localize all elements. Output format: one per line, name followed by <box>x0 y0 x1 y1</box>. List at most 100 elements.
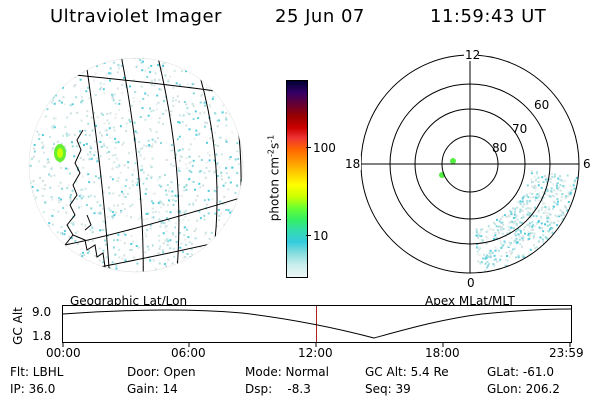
speckle-pixel <box>542 241 545 244</box>
speckle-pixel <box>76 63 79 66</box>
speckle-pixel <box>169 247 172 250</box>
speckle-pixel <box>70 222 73 225</box>
speckle-pixel <box>151 145 153 148</box>
speckle-pixel <box>137 218 140 221</box>
speckle-pixel <box>96 58 99 59</box>
speckle-pixel <box>532 244 535 247</box>
speckle-pixel <box>183 189 186 192</box>
speckle-pixel <box>152 192 155 195</box>
speckle-pixel <box>215 190 218 193</box>
speckle-pixel <box>68 172 71 175</box>
speckle-pixel <box>117 52 119 54</box>
polar-panel-label: Apex MLat/MLT <box>425 294 515 308</box>
speckle-pixel <box>245 219 247 221</box>
speckle-pixel <box>182 250 184 253</box>
speckle-pixel <box>192 58 195 60</box>
speckle-pixel <box>134 182 137 184</box>
speckle-pixel <box>174 194 177 197</box>
speckle-pixel <box>166 278 168 280</box>
speckle-pixel <box>161 220 164 223</box>
speckle-pixel <box>102 144 105 147</box>
speckle-pixel <box>36 219 39 222</box>
speckle-pixel <box>487 263 490 266</box>
speckle-pixel <box>528 214 531 217</box>
speckle-pixel <box>531 170 533 173</box>
speckle-pixel <box>230 107 233 109</box>
speckle-pixel <box>104 56 106 58</box>
speckle-pixel <box>139 278 141 280</box>
speckle-pixel <box>206 265 209 268</box>
speckle-pixel <box>566 174 569 177</box>
speckle-pixel <box>153 260 155 263</box>
speckle-pixel <box>181 70 184 73</box>
speckle-pixel <box>542 191 545 194</box>
speckle-pixel <box>92 289 94 290</box>
speckle-pixel <box>207 212 210 215</box>
speckle-pixel <box>95 124 97 127</box>
speckle-pixel <box>544 178 547 181</box>
speckle-pixel <box>227 209 230 212</box>
speckle-pixel <box>233 228 236 230</box>
speckle-pixel <box>122 141 125 144</box>
speckle-pixel <box>150 65 153 67</box>
speckle-pixel <box>531 180 534 183</box>
speckle-pixel <box>159 69 162 72</box>
speckle-pixel <box>83 144 85 146</box>
speckle-pixel <box>109 136 112 139</box>
speckle-pixel <box>534 199 537 202</box>
speckle-pixel <box>136 178 139 180</box>
speckle-pixel <box>476 253 479 256</box>
speckle-pixel <box>480 235 483 238</box>
speckle-pixel <box>68 236 71 238</box>
speckle-pixel <box>217 208 220 211</box>
speckle-pixel <box>556 182 559 185</box>
speckle-pixel <box>138 179 141 182</box>
speckle-pixel <box>124 258 127 261</box>
speckle-pixel <box>478 246 480 249</box>
speckle-pixel <box>114 154 117 156</box>
speckle-pixel <box>173 53 175 55</box>
speckle-pixel <box>67 184 70 187</box>
speckle-pixel <box>568 193 570 196</box>
speckle-pixel <box>249 178 250 180</box>
speckle-pixel <box>246 127 248 129</box>
speckle-pixel <box>36 257 38 260</box>
speckle-pixel <box>497 249 500 252</box>
speckle-pixel <box>133 79 136 82</box>
speckle-pixel <box>532 214 535 217</box>
speckle-pixel <box>178 114 181 117</box>
speckle-pixel <box>224 52 226 54</box>
speckle-pixel <box>35 271 38 272</box>
speckle-pixel <box>58 201 61 204</box>
speckle-pixel <box>172 165 175 167</box>
speckle-pixel <box>174 235 177 238</box>
speckle-pixel <box>96 54 98 56</box>
speckle-pixel <box>34 76 37 79</box>
speckle-pixel <box>557 220 560 223</box>
speckle-pixel <box>150 79 153 82</box>
speckle-pixel <box>216 82 219 85</box>
speckle-pixel <box>239 256 242 259</box>
speckle-pixel <box>65 64 68 66</box>
speckle-pixel <box>69 47 71 49</box>
speckle-pixel <box>519 236 522 239</box>
speckle-pixel <box>535 215 538 218</box>
speckle-pixel <box>139 216 142 219</box>
speckle-pixel <box>139 45 141 47</box>
speckle-pixel <box>134 91 137 93</box>
speckle-pixel <box>149 71 152 74</box>
speckle-pixel <box>74 281 76 283</box>
speckle-pixel <box>230 69 233 72</box>
speckle-pixel <box>479 234 482 237</box>
speckle-pixel <box>114 211 117 214</box>
speckle-pixel <box>148 144 151 147</box>
speckle-pixel <box>150 83 153 86</box>
speckle-pixel <box>207 198 210 201</box>
mlat-label-70: 70 <box>512 122 527 136</box>
speckle-pixel <box>129 249 131 251</box>
speckle-pixel <box>121 117 124 120</box>
speckle-pixel <box>85 142 88 145</box>
speckle-pixel <box>484 257 487 260</box>
speckle-pixel <box>161 249 164 252</box>
speckle-pixel <box>44 58 47 59</box>
